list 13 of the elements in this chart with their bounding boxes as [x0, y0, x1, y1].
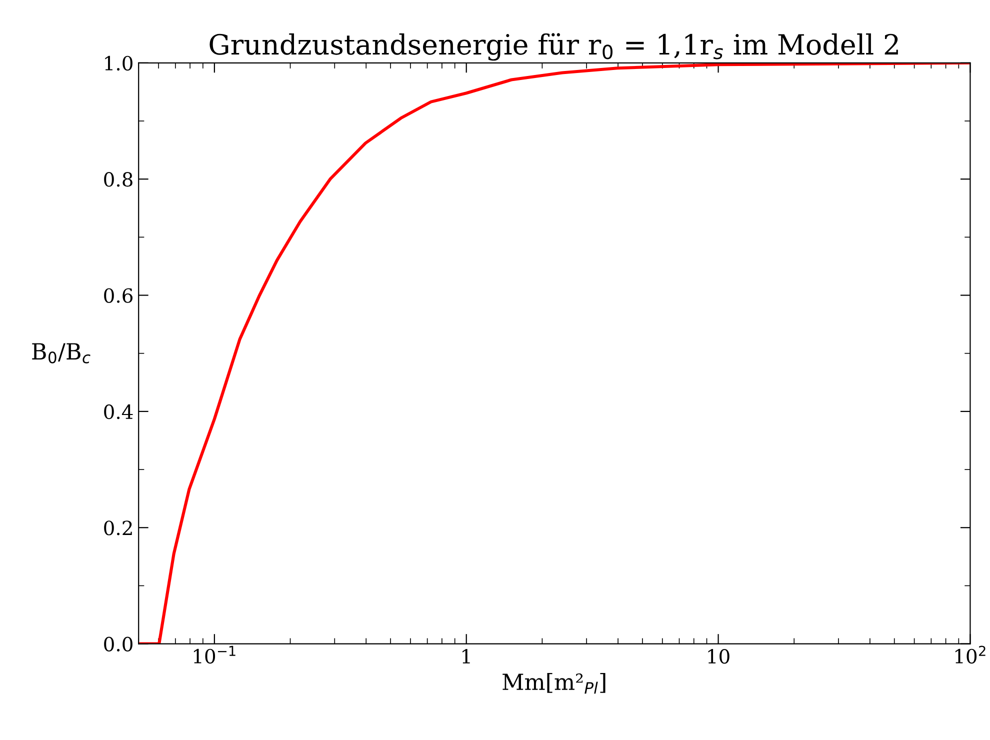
x-axis-title: Mm[m²$_{Pl}$] — [502, 673, 606, 694]
x-tick-label: 1 — [462, 649, 470, 664]
y-axis-title: B$_{0}$/B$_{c}$ — [32, 343, 90, 364]
y-tick-label: 0.4 — [104, 404, 133, 420]
y-tick-label: 1.0 — [105, 56, 132, 71]
chart-title: Grundzustandsenergie für r$_{0}$ = 1,1r$_{s}$ im Modell 2 — [210, 33, 898, 61]
y-tick-label: 0.6 — [104, 288, 133, 303]
x-tick-label: 10$^{2}$ — [955, 646, 986, 664]
y-tick-label: 0.2 — [104, 520, 132, 536]
x-tick-label: 10 — [708, 649, 730, 664]
y-tick-label: 0.0 — [104, 636, 132, 652]
y-tick-label: 0.8 — [104, 172, 132, 187]
x-tick-label: 10$^{−1}$ — [194, 646, 236, 664]
